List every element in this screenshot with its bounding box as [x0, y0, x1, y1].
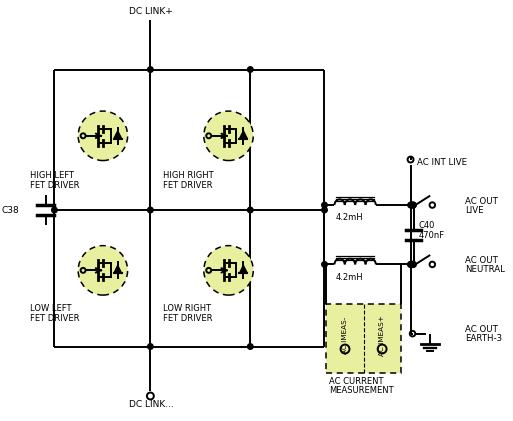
Circle shape: [248, 207, 253, 213]
Text: NEUTRAL: NEUTRAL: [465, 265, 505, 274]
Circle shape: [408, 202, 413, 208]
Text: FET DRIVER: FET DRIVER: [30, 181, 79, 190]
Text: HIGH RIGHT: HIGH RIGHT: [163, 171, 214, 180]
Text: FET DRIVER: FET DRIVER: [30, 314, 79, 323]
Circle shape: [204, 245, 253, 295]
Text: FET DRIVER: FET DRIVER: [163, 314, 213, 323]
Text: MEASUREMENT: MEASUREMENT: [329, 386, 394, 394]
Text: AC OUT: AC OUT: [465, 197, 498, 205]
Polygon shape: [240, 265, 247, 273]
Text: AC IMEAS-: AC IMEAS-: [342, 317, 348, 354]
Text: 470nF: 470nF: [419, 231, 445, 240]
Text: FET DRIVER: FET DRIVER: [163, 181, 213, 190]
FancyBboxPatch shape: [326, 304, 401, 373]
Circle shape: [408, 261, 413, 267]
Circle shape: [148, 344, 153, 349]
Circle shape: [322, 207, 327, 213]
Polygon shape: [240, 131, 247, 139]
Circle shape: [148, 67, 153, 72]
Circle shape: [248, 67, 253, 72]
Circle shape: [78, 245, 128, 295]
Text: AC CURRENT: AC CURRENT: [329, 377, 384, 386]
Circle shape: [322, 261, 327, 267]
Text: HIGH LEFT: HIGH LEFT: [30, 171, 74, 180]
Text: LOW LEFT: LOW LEFT: [30, 304, 71, 314]
Text: C40: C40: [419, 221, 435, 230]
Polygon shape: [114, 265, 122, 273]
Polygon shape: [114, 131, 122, 139]
Text: LIVE: LIVE: [465, 205, 484, 215]
Text: AC OUT: AC OUT: [465, 325, 498, 334]
Circle shape: [148, 207, 153, 213]
Circle shape: [411, 202, 417, 208]
Text: LOW RIGHT: LOW RIGHT: [163, 304, 211, 314]
Text: EARTH-3: EARTH-3: [465, 334, 502, 343]
Text: DC LINK+: DC LINK+: [129, 7, 172, 16]
Text: AC INT LIVE: AC INT LIVE: [418, 158, 468, 167]
Circle shape: [322, 202, 327, 208]
Circle shape: [52, 207, 57, 213]
Text: AC OUT: AC OUT: [465, 256, 498, 265]
Text: 4.2mH: 4.2mH: [336, 273, 363, 282]
Text: AC IMEAS+: AC IMEAS+: [379, 315, 385, 356]
Circle shape: [408, 261, 413, 267]
Text: DC LINK...: DC LINK...: [129, 400, 173, 409]
Circle shape: [248, 344, 253, 349]
Text: C38: C38: [2, 205, 19, 215]
Circle shape: [204, 111, 253, 160]
Circle shape: [411, 261, 417, 267]
Text: 4.2mH: 4.2mH: [336, 213, 363, 222]
Circle shape: [78, 111, 128, 160]
